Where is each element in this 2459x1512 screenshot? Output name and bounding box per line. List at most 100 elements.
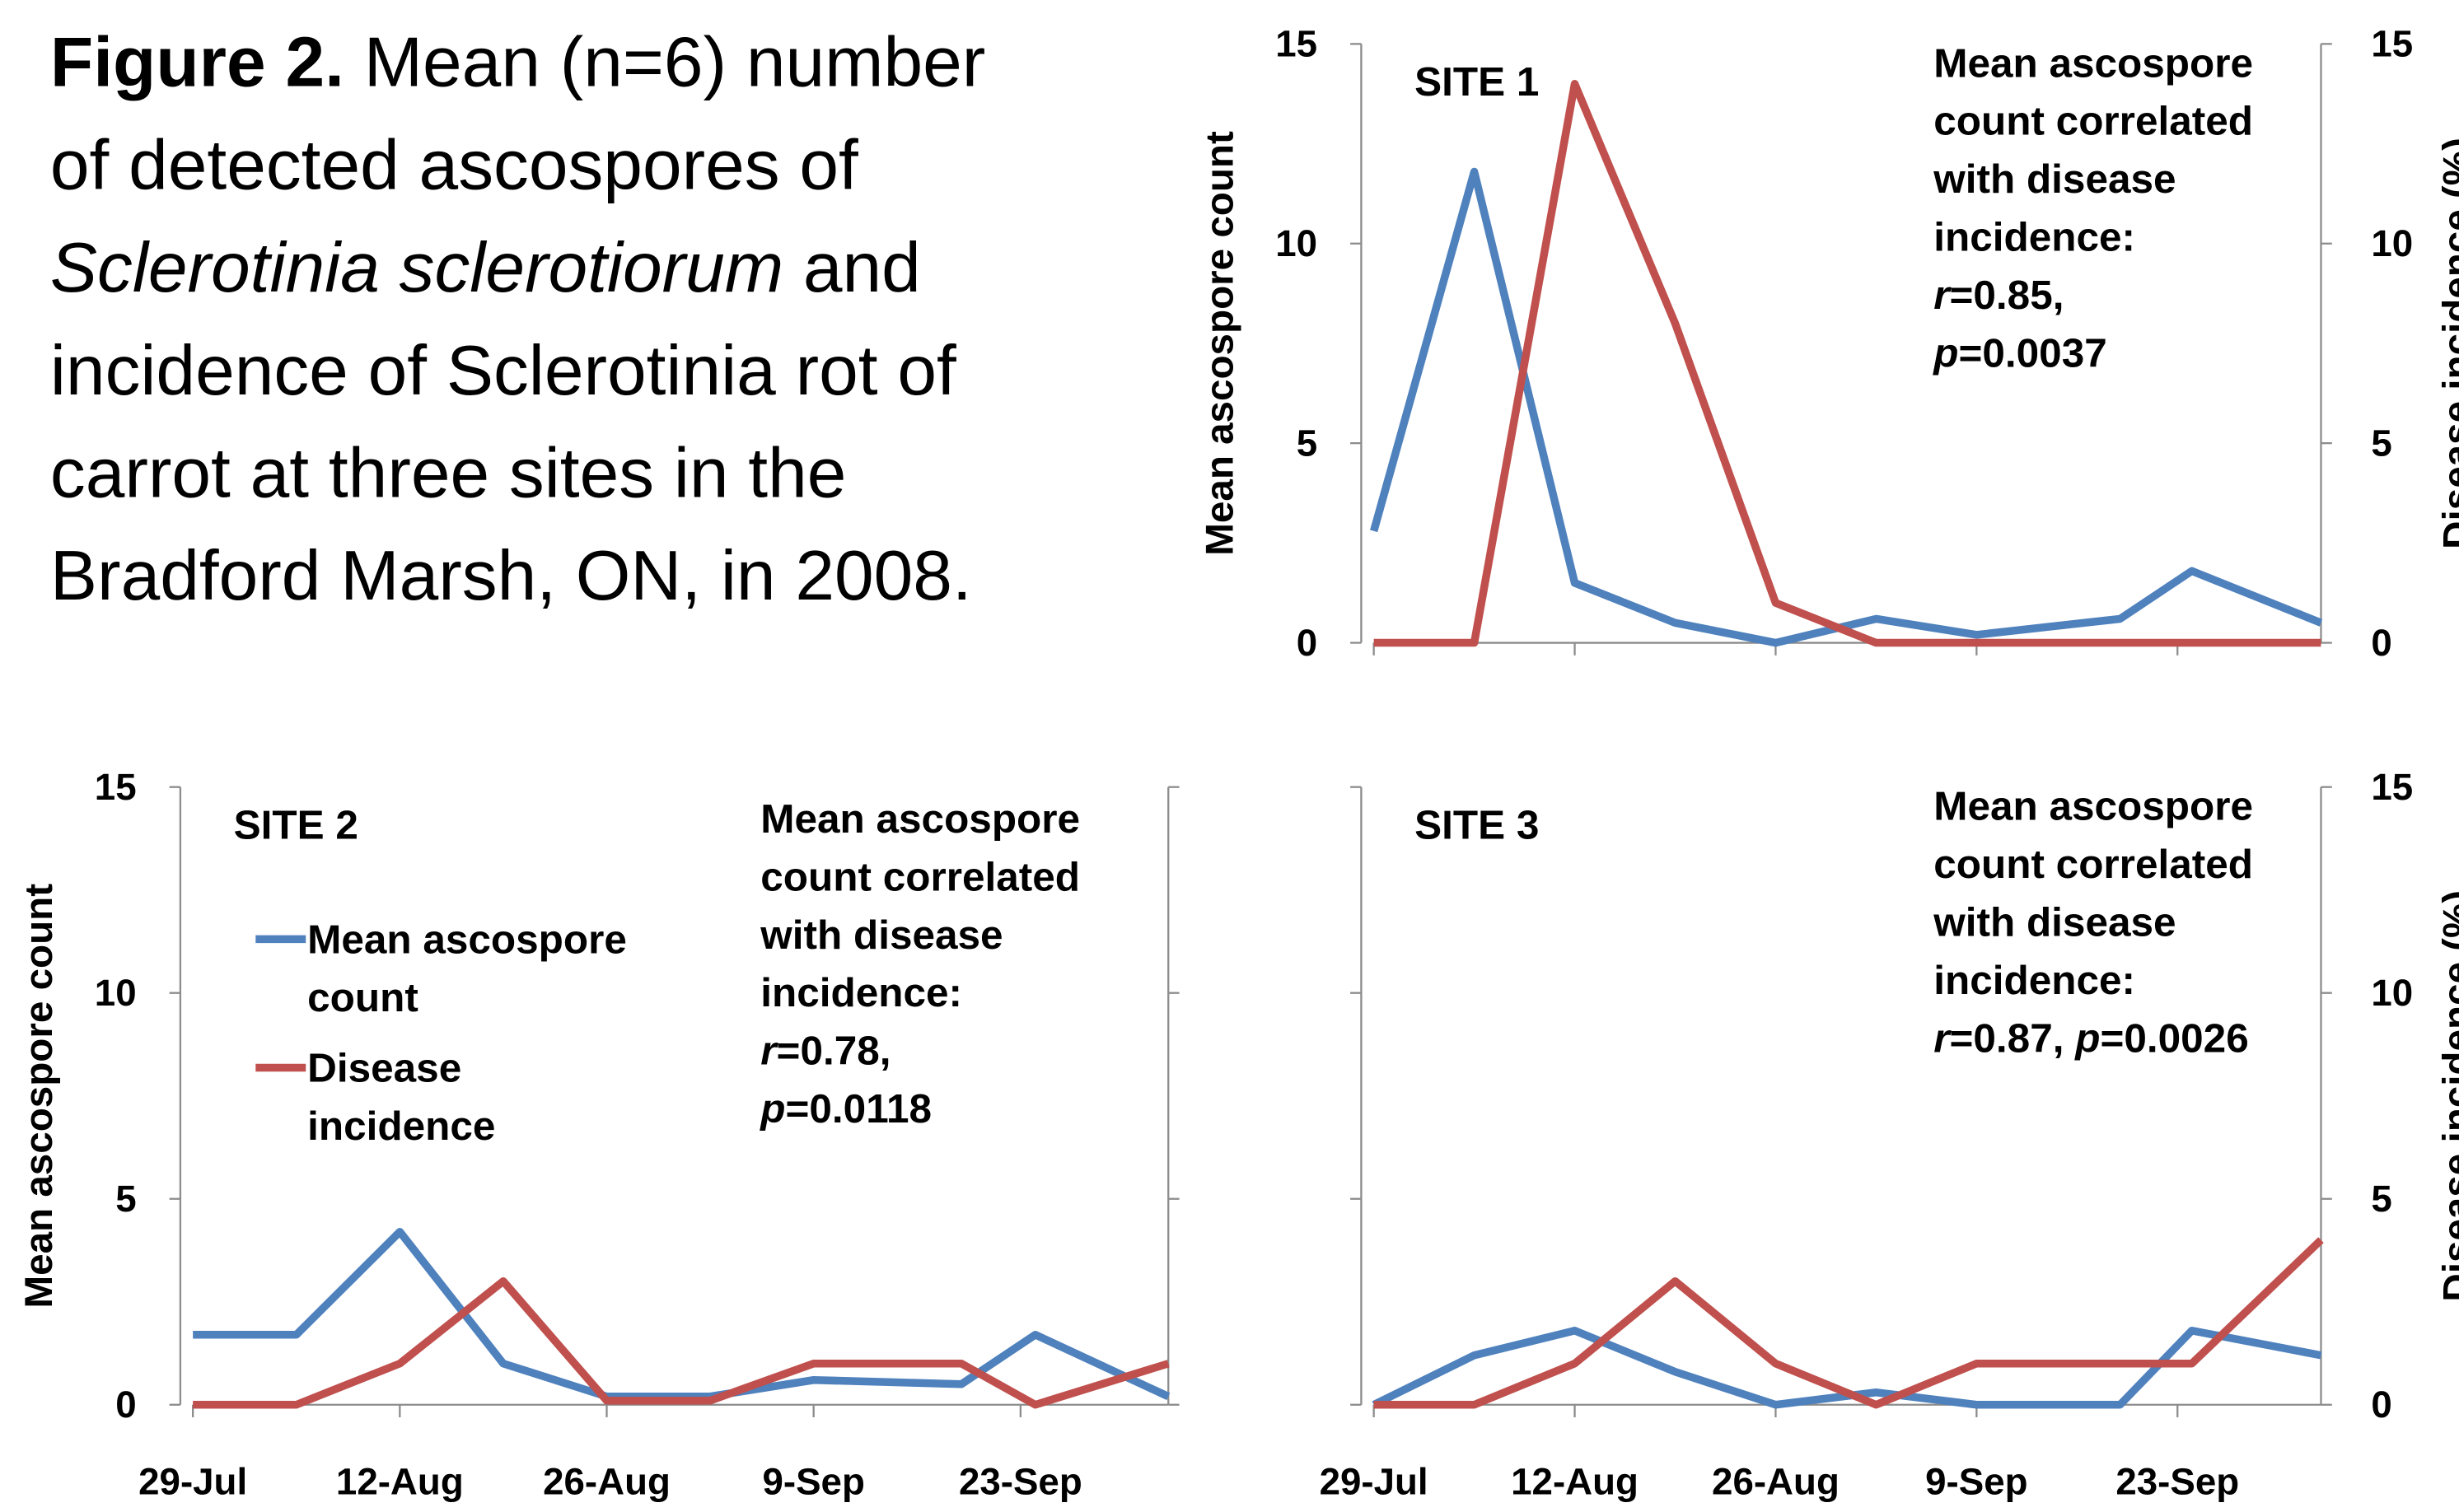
annotation: Mean ascospore count correlated with disea… xyxy=(1933,784,2253,1062)
y2-tick-label: 15 xyxy=(2371,23,2413,65)
y2-axis-label: Disease incidence (%) xyxy=(2435,890,2459,1302)
text-run: with disease xyxy=(760,912,1003,958)
y-axis-label: Mean ascospore count xyxy=(1198,131,1241,556)
y-tick-label: 5 xyxy=(1297,422,1317,464)
y2-tick-label: 0 xyxy=(2371,622,2391,664)
y-tick-label: 10 xyxy=(95,972,137,1014)
text-run: incidence: xyxy=(760,970,962,1015)
chart: 0 5 10 15 29-Jul 12-Aug 26-Aug 9-Sep 23-Sep Disea… xyxy=(1320,766,2459,1502)
y2-tick-label: 10 xyxy=(2371,972,2413,1014)
text-run: count correlated xyxy=(760,854,1080,899)
annotation-line: Mean ascospore xyxy=(760,796,1080,842)
y2-tick-label: 5 xyxy=(2371,422,2391,464)
y-tick-label: 15 xyxy=(1275,23,1317,65)
text-run: Mean ascospore xyxy=(760,796,1080,842)
annotation-line: with disease xyxy=(760,912,1003,958)
text-run: =0.85, xyxy=(1950,273,2064,318)
x-tick-label: 23-Sep xyxy=(959,1460,1082,1502)
y2-tick-label: 0 xyxy=(2371,1384,2391,1426)
caption-text: Bradford Marsh, ON, in 2008. xyxy=(50,536,972,615)
legend-line: Disease xyxy=(307,1046,473,1091)
text-run: with disease xyxy=(1933,156,2176,202)
text-run: incidence: xyxy=(1933,958,2135,1003)
y-tick-label: 0 xyxy=(115,1384,136,1426)
caption: Figure 2. Mean (n=6) number of detected a… xyxy=(50,23,985,615)
annotation-line: count correlated xyxy=(1933,99,2253,144)
annotation-line: incidence: xyxy=(760,970,962,1015)
caption-line: Sclerotinia sclerotiorum and xyxy=(50,228,921,307)
legend-label: Mean ascospore count xyxy=(307,917,638,1020)
x-tick-label: 9-Sep xyxy=(762,1460,864,1502)
y2-axis-label: Disease incidence (%) xyxy=(2435,138,2459,549)
annotation-line: Mean ascospore xyxy=(1933,40,2253,86)
caption-text: Figure 2. xyxy=(50,23,344,102)
legend-line: incidence xyxy=(307,1104,495,1149)
annotation-line: r=0.78, xyxy=(760,1029,891,1074)
x-tick-label: 12-Aug xyxy=(1511,1460,1639,1502)
x-tick-label: 9-Sep xyxy=(1925,1460,2027,1502)
text-run: incidence: xyxy=(1933,215,2135,260)
caption-text: incidence of Sclerotinia rot of xyxy=(50,331,956,410)
caption-text: of detected ascospores of xyxy=(50,125,858,204)
caption-line: Figure 2. Mean (n=6) number xyxy=(50,23,985,102)
y-tick-label: 0 xyxy=(1297,622,1317,664)
text-run: =0.87, xyxy=(1950,1015,2076,1061)
x-tick-label: 23-Sep xyxy=(2115,1460,2239,1502)
text-run: Mean ascospore xyxy=(1933,784,2253,829)
text-run: =0.0118 xyxy=(786,1086,933,1132)
y-axis-label: Mean ascospore count xyxy=(17,884,61,1309)
text-run: with disease xyxy=(1933,900,2176,945)
x-tick-label: 29-Jul xyxy=(1320,1460,1428,1502)
x-tick-label: 26-Aug xyxy=(543,1460,671,1502)
chart: 0 5 10 15 29-Jul 12-Aug 26-Aug 9-Sep 23-Sep Mean … xyxy=(17,766,1180,1502)
x-tick-label: 29-Jul xyxy=(138,1460,247,1502)
caption-line: incidence of Sclerotinia rot of xyxy=(50,331,956,410)
caption-line: of detected ascospores of xyxy=(50,125,858,204)
series-line xyxy=(193,1276,1170,1409)
legend-label: Disease incidence xyxy=(307,1046,495,1149)
text-run: Mean ascospore xyxy=(1933,40,2253,86)
caption-line: carrot at three sites in the xyxy=(50,434,846,513)
caption-text: Mean (n=6) number xyxy=(344,23,985,102)
caption-text: Sclerotinia sclerotiorum xyxy=(50,228,783,307)
text-run: p xyxy=(759,1086,785,1132)
annotation-line: p=0.0118 xyxy=(759,1086,932,1132)
caption-text: carrot at three sites in the xyxy=(50,434,846,513)
series-line xyxy=(193,1227,1171,1401)
annotation: Mean ascospore count correlated with disea… xyxy=(1932,40,2253,376)
annotation-line: Mean ascospore xyxy=(1933,784,2253,829)
y-tick-label: 15 xyxy=(95,766,137,808)
annotation-line: p=0.0037 xyxy=(1932,331,2107,376)
chart-title: SITE 3 xyxy=(1414,803,1539,848)
caption-text: and xyxy=(783,228,921,307)
legend-line: count xyxy=(307,975,418,1020)
series-line xyxy=(1373,80,2321,647)
text-run: p xyxy=(1932,331,1958,376)
chart: 0 5 10 15 0 5 10 15 Mean ascospore count Disease … xyxy=(1198,23,2459,664)
x-tick-label: 26-Aug xyxy=(1712,1460,1840,1502)
annotation-line: with disease xyxy=(1933,900,2176,945)
series-line xyxy=(1373,1237,2324,1409)
y2-tick-label: 15 xyxy=(2371,766,2413,808)
annotation-line: r=0.85, xyxy=(1933,273,2064,318)
text-run: r xyxy=(1933,1015,1952,1061)
text-run: r xyxy=(1933,273,1952,318)
chart-title: SITE 2 xyxy=(234,803,358,848)
text-run: p xyxy=(2073,1015,2100,1061)
text-run: =0.0026 xyxy=(2100,1015,2248,1061)
text-run: =0.0037 xyxy=(1958,331,2106,376)
caption-line: Bradford Marsh, ON, in 2008. xyxy=(50,536,972,615)
legend-line: Mean ascospore xyxy=(307,917,638,962)
y2-tick-label: 10 xyxy=(2371,222,2413,264)
x-tick-label: 12-Aug xyxy=(336,1460,464,1502)
text-run: count correlated xyxy=(1933,842,2253,887)
series-line xyxy=(1372,1326,2322,1409)
y2-tick-label: 5 xyxy=(2371,1178,2391,1220)
y-tick-label: 10 xyxy=(1275,222,1317,264)
annotation: Mean ascospore count correlated with disea… xyxy=(759,796,1080,1132)
annotation-line: count correlated xyxy=(760,854,1080,899)
legend: Mean ascospore count Disease incidence xyxy=(255,917,638,1149)
annotation-line: incidence: xyxy=(1933,958,2135,1003)
text-run: =0.78, xyxy=(777,1029,891,1074)
